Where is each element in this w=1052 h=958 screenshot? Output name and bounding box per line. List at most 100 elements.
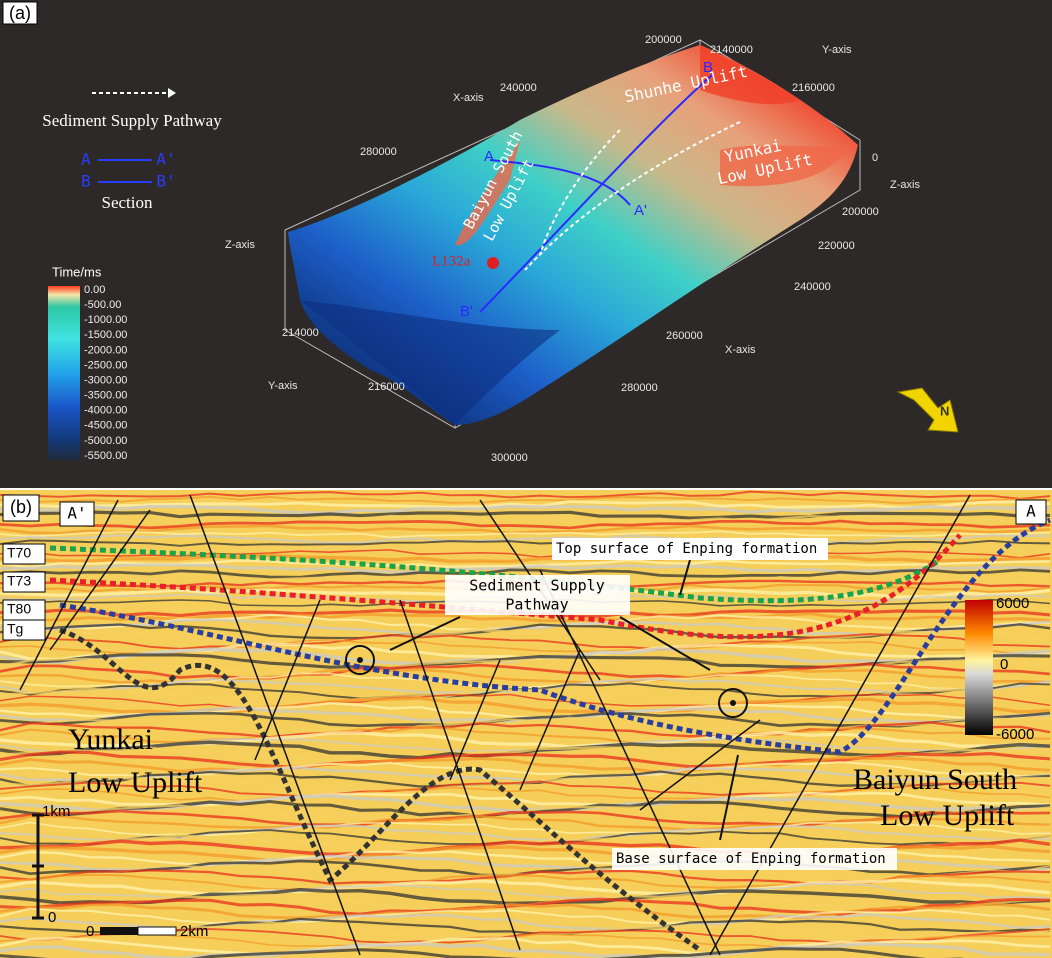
tick-label: 2160000	[792, 82, 835, 94]
colorbar-label: -5500.00	[84, 450, 127, 462]
reflector	[0, 519, 1051, 530]
section-end: A'	[634, 202, 647, 219]
reflector	[0, 633, 1051, 651]
reflector	[0, 534, 1051, 544]
pathway	[524, 121, 741, 271]
tick-label: 216000	[368, 381, 405, 393]
axis-title: Z-axis	[890, 179, 920, 191]
high-area	[700, 45, 800, 105]
colorbar-label: 0	[1000, 656, 1008, 673]
colorbar-label: -4000.00	[84, 405, 127, 417]
arrows	[389, 559, 739, 841]
pathway	[539, 129, 621, 256]
scale-label: 2km	[180, 923, 208, 940]
label-box	[2, 543, 46, 565]
reflector	[0, 524, 1051, 535]
tick-label: 220000	[818, 240, 855, 252]
reflector	[0, 726, 1051, 744]
label-box	[1015, 499, 1047, 525]
feature-label: Low Uplift	[68, 766, 203, 799]
low-area	[300, 300, 560, 425]
reflector	[0, 539, 1051, 548]
colorbar-label: 6000	[996, 595, 1029, 612]
high-area	[720, 145, 850, 187]
faults	[19, 494, 971, 956]
seismic	[0, 490, 1051, 958]
scale-label: 0	[86, 923, 94, 940]
legend-pathway: Sediment Supply Pathway	[42, 111, 222, 130]
section-end: A	[484, 148, 494, 165]
colorbar-labels: 0.00 -500.00 -1000.00 -1500.00 -2000.00 -2500…	[84, 284, 127, 462]
legend-section-end: A'	[156, 150, 175, 169]
axis-title: Y-axis	[268, 380, 298, 392]
arrow-head	[168, 88, 176, 98]
scale-bar	[100, 927, 138, 935]
reflector	[0, 902, 1051, 920]
reflector	[0, 623, 1051, 640]
feature-label: Baiyun South	[853, 763, 1017, 796]
reflector	[0, 530, 1051, 539]
reflector	[0, 504, 1051, 515]
colorbar-label: -5000.00	[84, 435, 127, 447]
tick-label: 240000	[794, 281, 831, 293]
horizon-label: T70	[7, 545, 31, 561]
pathway-markers	[345, 645, 748, 718]
reflector	[0, 932, 1050, 949]
section-line	[479, 74, 713, 313]
scale-bar	[137, 926, 177, 936]
horizon-labels: T70 T73 T80 Tg	[2, 543, 46, 641]
annotation: Top surface of Enping formation	[556, 541, 817, 557]
label-box	[2, 494, 40, 522]
label-box	[2, 1, 38, 25]
reflector	[0, 510, 1051, 520]
reflector	[0, 785, 1051, 802]
reflector	[0, 750, 1051, 769]
horizon-t80	[59, 517, 1051, 755]
reflector	[0, 514, 1051, 524]
reflector	[0, 549, 1051, 559]
colorbar-label: -2500.00	[84, 359, 127, 371]
tick-label: 0	[872, 152, 878, 164]
axis-title: Y-axis	[822, 44, 852, 56]
colorbar-label: -3500.00	[84, 390, 127, 402]
reflector	[0, 947, 964, 958]
legend-section-start: B	[81, 172, 91, 191]
legend-section-title: Section	[102, 193, 153, 212]
legend-section-start: A	[81, 150, 91, 169]
scale-label: 0	[48, 909, 56, 926]
tick-label: 300000	[491, 452, 528, 464]
colorbar-label: -2000.00	[84, 344, 127, 356]
vertical-scale	[32, 813, 44, 920]
panel-label: (b)	[10, 497, 32, 517]
axis-title: X-axis	[725, 344, 756, 356]
axis-title: X-axis	[453, 92, 484, 104]
colorbar	[965, 600, 993, 735]
colorbar-label: -3000.00	[84, 374, 127, 386]
section-end: A	[1026, 502, 1036, 521]
axis-title: Z-axis	[225, 239, 255, 251]
horizon-label: T73	[7, 573, 31, 589]
horizon-t70	[49, 545, 942, 604]
label-box	[445, 575, 630, 615]
annotation: Pathway	[505, 596, 568, 614]
panel-label: (a)	[9, 3, 31, 23]
legend-section-end: B'	[156, 172, 175, 191]
colorbar-label: -6000	[996, 726, 1034, 743]
reflector	[0, 693, 1051, 709]
reflector	[0, 878, 1051, 897]
well	[487, 257, 499, 269]
colorbar-label: -1000.00	[84, 314, 127, 326]
scale-label: 1km	[42, 803, 70, 820]
tick-label: 200000	[842, 206, 879, 218]
north-arrow	[896, 387, 959, 433]
annotation: Base surface of Enping formation	[616, 851, 886, 867]
label-box	[2, 571, 46, 593]
label-box	[612, 848, 897, 870]
annotation: Sediment Supply	[469, 577, 604, 595]
colorbar-label: -1500.00	[84, 329, 127, 341]
label-box	[2, 619, 46, 641]
colorbar	[48, 286, 80, 460]
label-box	[59, 501, 95, 527]
tick-label: 260000	[666, 330, 703, 342]
reflector	[0, 495, 1051, 505]
